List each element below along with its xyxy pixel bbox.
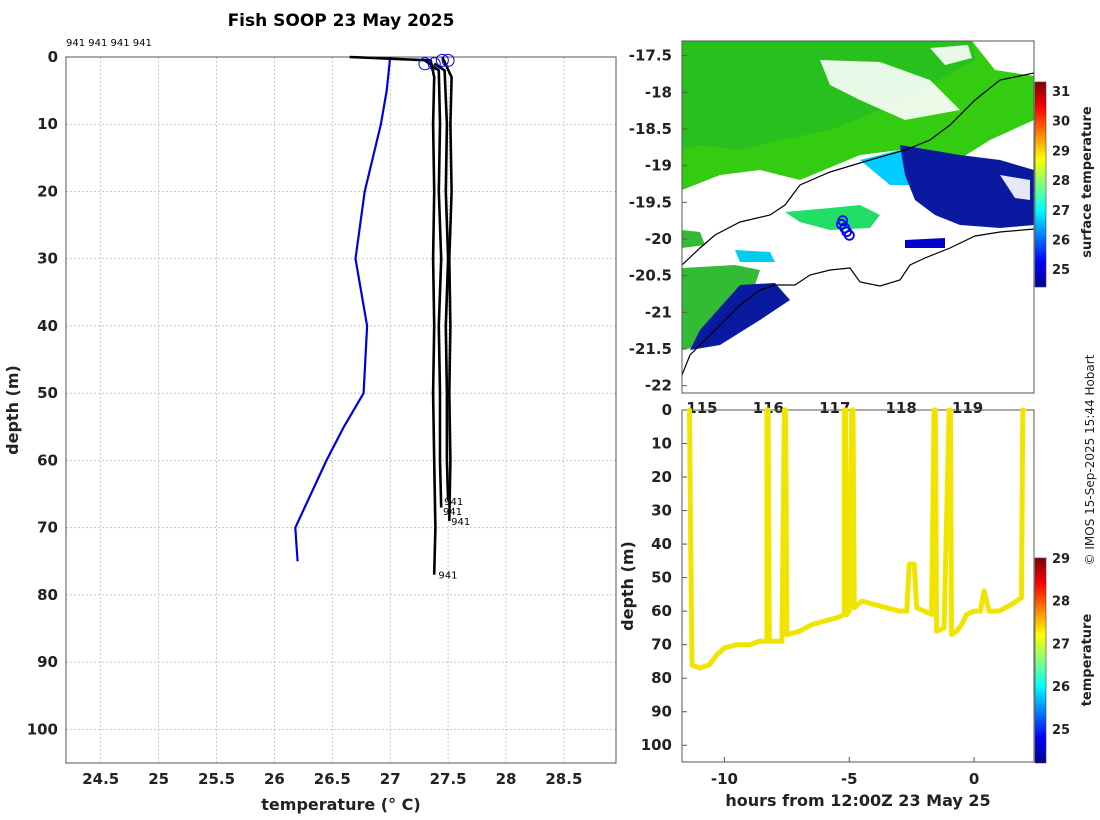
map-x-tick-label: 119 <box>952 399 983 417</box>
cast-start-marker <box>427 57 441 71</box>
y-tick-label: 40 <box>37 317 58 335</box>
profile-panel: Fish SOOP 23 May 2025 941 941 941 941 24… <box>3 11 617 814</box>
series-line <box>294 56 392 562</box>
x-tick-label: 28.5 <box>545 770 582 788</box>
td-y-tick-label: 100 <box>641 736 672 754</box>
map-x-tick-label: 115 <box>686 399 717 417</box>
y-tick-label: 10 <box>37 115 58 133</box>
td-y-tick-label: 30 <box>651 502 672 520</box>
map-colorbar-label: surface temperature <box>1080 106 1095 258</box>
y-tick-label: 50 <box>37 384 58 402</box>
map-y-tick-label: -21 <box>645 303 672 321</box>
cast-start-marker <box>418 57 432 71</box>
map-colorbar-tick-label: 25 <box>1052 263 1070 278</box>
x-tick-label: 24.5 <box>82 770 119 788</box>
map-colorbar-tick-label: 31 <box>1052 85 1070 100</box>
map-y-tick-label: -17.5 <box>629 47 672 65</box>
map-y-tick-label: -20 <box>645 230 672 248</box>
cast-id-label: 941 941 941 941 <box>66 38 152 49</box>
td-y-tick-label: 50 <box>651 569 672 587</box>
cast-annotation: 941 <box>451 517 470 528</box>
map-axes-box <box>681 40 1035 394</box>
td-y-tick-label: 80 <box>651 669 672 687</box>
time-depth-colorbar <box>1034 557 1047 764</box>
ship-track-point <box>843 229 855 241</box>
td-x-tick-label: -10 <box>711 770 738 788</box>
td-colorbar-tick-label: 28 <box>1052 595 1070 610</box>
sst-map-panel: -17.5 -18 -18.5 -19 -19.5 -20 -20.5 -21 -21.5 -22… <box>629 40 1095 417</box>
y-tick-label: 60 <box>37 451 58 469</box>
depth-time-track-dots <box>688 409 1024 670</box>
td-y-tick-label: 0 <box>662 401 672 419</box>
x-tick-label: 26 <box>264 770 285 788</box>
map-colorbar <box>1034 81 1047 288</box>
series-line <box>424 59 443 508</box>
map-y-tick-label: -18 <box>645 83 672 101</box>
td-y-tick-label: 20 <box>651 468 672 486</box>
y-tick-label: 100 <box>27 720 58 738</box>
imos-credit: © IMOS 15-Sep-2025 15:44 Hobart <box>1083 354 1097 565</box>
series-line <box>349 55 437 575</box>
cast-start-marker <box>435 53 449 67</box>
profile-axes-box <box>65 56 617 764</box>
x-tick-label: 26.5 <box>314 770 351 788</box>
y-tick-label: 70 <box>37 519 58 537</box>
td-y-tick-label: 10 <box>651 435 672 453</box>
map-y-tick-label: -22 <box>645 377 672 395</box>
y-tick-label: 30 <box>37 250 58 268</box>
profile-y-axis-label: depth (m) <box>3 365 22 455</box>
map-colorbar-tick-label: 30 <box>1052 115 1070 130</box>
x-tick-label: 25.5 <box>198 770 235 788</box>
map-colorbar-tick-label: 27 <box>1052 204 1070 219</box>
y-tick-label: 90 <box>37 653 58 671</box>
time-depth-y-axis-label: depth (m) <box>618 541 637 631</box>
y-tick-label: 0 <box>48 48 58 66</box>
depth-time-track <box>687 407 1027 671</box>
chart-title: Fish SOOP 23 May 2025 <box>228 11 455 31</box>
y-tick-label: 20 <box>37 182 58 200</box>
td-colorbar-tick-label: 27 <box>1052 637 1070 652</box>
td-colorbar-tick-label: 29 <box>1052 552 1070 567</box>
map-y-tick-label: -18.5 <box>629 120 672 138</box>
profile-x-axis-label: temperature (° C) <box>261 795 420 814</box>
td-y-tick-label: 70 <box>651 636 672 654</box>
cast-start-marker <box>441 53 455 67</box>
td-y-tick-label: 40 <box>651 535 672 553</box>
time-depth-colorbar-label: temperature <box>1080 614 1095 707</box>
td-y-tick-label: 60 <box>651 602 672 620</box>
time-depth-axes-box <box>681 409 1035 763</box>
map-colorbar-tick-label: 28 <box>1052 174 1070 189</box>
map-y-tick-label: -19 <box>645 157 672 175</box>
map-y-tick-label: -20.5 <box>629 267 672 285</box>
cast-annotation: 941 <box>444 497 463 508</box>
x-tick-label: 25 <box>148 770 169 788</box>
td-x-tick-label: 0 <box>969 770 979 788</box>
map-y-tick-label: -21.5 <box>629 340 672 358</box>
cast-annotation: 941 <box>443 507 462 518</box>
cast-annotation: 941 <box>438 571 457 582</box>
series-line <box>441 56 453 521</box>
y-tick-label: 80 <box>37 586 58 604</box>
td-x-tick-label: -5 <box>841 770 858 788</box>
time-depth-x-axis-label: hours from 12:00Z 23 May 25 <box>725 791 990 810</box>
td-colorbar-tick-label: 25 <box>1052 723 1070 738</box>
map-colorbar-tick-label: 29 <box>1052 144 1070 159</box>
x-tick-label: 28 <box>496 770 517 788</box>
ship-track-point <box>837 215 849 227</box>
x-tick-label: 27.5 <box>430 770 467 788</box>
sst-field <box>682 41 1034 376</box>
x-tick-label: 27 <box>380 770 401 788</box>
map-colorbar-tick-label: 26 <box>1052 233 1070 248</box>
map-x-tick-label: 118 <box>886 399 917 417</box>
td-colorbar-tick-label: 26 <box>1052 680 1070 695</box>
td-y-tick-label: 90 <box>651 703 672 721</box>
map-y-tick-label: -19.5 <box>629 193 672 211</box>
